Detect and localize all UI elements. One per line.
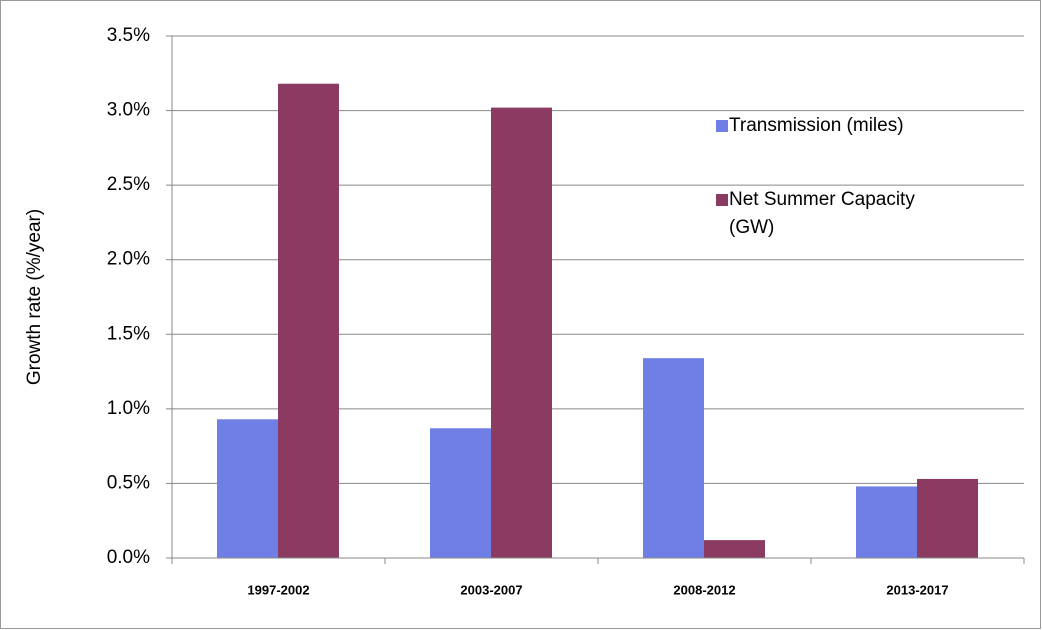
y-tick-label: 1.0% [107, 398, 150, 419]
bar [704, 540, 765, 558]
bar [278, 83, 339, 559]
x-tick-label: 1997-2002 [247, 582, 309, 597]
legend-swatch [716, 120, 728, 132]
bar [217, 419, 278, 558]
legend-label: Transmission (miles) [729, 115, 904, 136]
y-tick-label: 2.5% [107, 174, 150, 195]
legend-swatch [716, 194, 728, 206]
x-tick-label: 2003-2007 [460, 582, 522, 597]
x-tick-label: 2008-2012 [673, 582, 735, 597]
x-tick-label: 2013-2017 [886, 582, 948, 597]
y-tick-label: 3.5% [107, 25, 150, 46]
y-tick-label: 2.0% [107, 249, 150, 270]
y-tick-label: 3.0% [107, 100, 150, 121]
legend-item: Transmission (miles) [716, 112, 999, 140]
legend-item: Net Summer Capacity (GW) [716, 186, 929, 242]
legend-label: Net Summer Capacity (GW) [729, 189, 915, 238]
bar [491, 107, 552, 559]
y-tick-label: 1.5% [107, 323, 150, 344]
bar [917, 478, 978, 558]
y-tick-label: 0.0% [107, 547, 150, 568]
y-axis-label: Growth rate (%/year) [24, 209, 45, 385]
bar [856, 486, 917, 558]
bar [643, 358, 704, 558]
bar [430, 428, 491, 558]
y-tick-label: 0.5% [107, 472, 150, 493]
